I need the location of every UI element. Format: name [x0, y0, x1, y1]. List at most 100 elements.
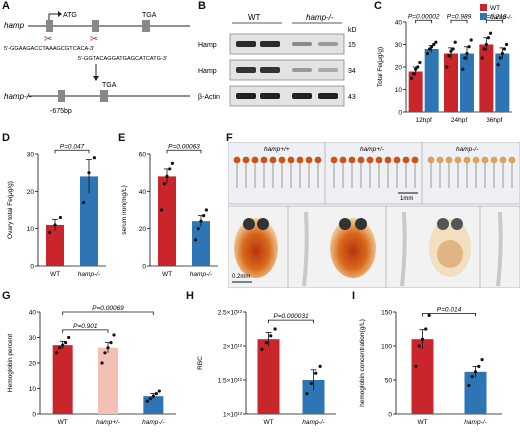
data-point	[48, 230, 52, 234]
data-point	[154, 392, 158, 396]
ko-exon-2	[100, 90, 108, 102]
embryo-1	[234, 218, 278, 278]
data-point	[414, 364, 418, 368]
panel-label-c: C	[374, 0, 382, 12]
larva-head	[436, 156, 444, 164]
larva-head	[287, 156, 295, 164]
data-point	[434, 40, 438, 44]
blot-row-2-label: Hamp	[198, 68, 217, 75]
p-value-label: P=0.000031	[273, 313, 309, 320]
chart-e-serum-iron: 0 20 40 60 serum iron(mg/L) WT hamp-/- P=0.0006…	[121, 143, 218, 278]
data-point	[451, 47, 455, 51]
y-axis-label: Ovary total Fe(μg/g)	[7, 181, 14, 239]
data-point	[486, 36, 491, 40]
p-value-label: P=0.014	[437, 306, 462, 313]
x-tick-label: WT	[162, 271, 172, 278]
blot-row-2-kd: 34	[348, 68, 356, 75]
data-point	[87, 171, 91, 175]
y-axis-label: hemoglobin concentration(g/L)	[359, 319, 366, 407]
y-tick-label: 100	[381, 344, 392, 351]
ko-exon-1	[58, 90, 65, 102]
x-tick-label: hamp-/-	[78, 271, 101, 278]
y-tick-label: 20	[27, 189, 35, 196]
blot-row-1-kd: 15	[348, 42, 356, 49]
y-tick-label: 40	[29, 310, 37, 317]
larva-head	[242, 156, 250, 164]
data-point	[502, 47, 507, 51]
significance-bracket	[62, 311, 154, 315]
chart-h-rbc: 1×10¹² 1.5×10¹² 2×10¹² 2.5×10¹² RBC WT hamp-/-…	[197, 310, 336, 426]
y-axis-label: Total Fe(μg/g)	[377, 47, 384, 87]
data-point	[482, 47, 486, 51]
panel-label-h: H	[186, 290, 194, 302]
p-value-label: P=0.989	[447, 13, 472, 20]
panel-label-e: E	[118, 132, 126, 144]
data-point	[469, 38, 473, 42]
data-point	[424, 327, 428, 331]
bar	[143, 396, 164, 414]
data-point	[64, 341, 68, 345]
y-tick-label: 1×10¹²	[223, 412, 243, 419]
larva-head	[402, 156, 410, 164]
data-point	[55, 351, 59, 355]
data-point	[418, 60, 422, 65]
genotype-header-2: hamp+/-	[360, 146, 385, 153]
panel-label-i: I	[352, 290, 356, 302]
data-point	[477, 364, 481, 368]
scissors-icon: ✂	[44, 34, 52, 45]
data-point	[165, 174, 169, 178]
p-value-label: P=0.901	[73, 323, 98, 330]
data-point	[67, 335, 71, 340]
data-point	[425, 51, 430, 56]
data-point	[160, 208, 164, 212]
y-tick-label: 40	[139, 189, 147, 196]
larva-head	[411, 156, 419, 164]
data-point	[92, 156, 96, 160]
gene-label-ko: hamp-/-	[4, 92, 32, 101]
y-tick-label: 10	[29, 386, 37, 393]
data-point	[463, 56, 467, 60]
significance-bracket	[485, 19, 503, 24]
panel-label-b: B	[198, 0, 206, 12]
bar	[46, 224, 64, 266]
panel-label-g: G	[2, 290, 11, 302]
ko-tga-label: TGA	[102, 82, 117, 89]
p-value-label: P=0.00069	[92, 305, 124, 312]
x-tick-label: hamp+/-	[96, 419, 121, 426]
data-point	[264, 341, 268, 345]
data-point	[157, 389, 161, 393]
y-tick-label: 10	[27, 226, 35, 233]
data-point	[417, 344, 421, 348]
data-point	[427, 47, 432, 51]
legend-label: hamp-/-	[490, 14, 513, 21]
panel-label-f: F	[226, 132, 233, 144]
data-point	[194, 238, 198, 242]
data-point	[488, 31, 493, 35]
bar	[257, 339, 280, 414]
larva-head	[339, 156, 347, 164]
data-point	[53, 223, 57, 227]
larva-head	[260, 156, 268, 164]
panel-b-western-blot: WT hamp-/- kD Hamp 15 Hamp 34 β-Actin 43	[198, 13, 357, 107]
data-point	[196, 227, 200, 231]
y-tick-label: 1.5×10¹²	[218, 378, 243, 385]
y-tick-label: 2×10¹²	[223, 344, 243, 351]
data-point	[100, 361, 104, 365]
embryo-3	[429, 218, 471, 277]
y-tick-label: 0	[388, 412, 392, 419]
larva-head	[314, 156, 322, 164]
data-point	[496, 63, 500, 67]
bar	[444, 53, 458, 112]
larva-head	[463, 156, 471, 164]
p-value-label: P=0.219	[482, 13, 507, 20]
data-point	[416, 65, 420, 69]
gene-label-hamp: hamp	[4, 21, 25, 30]
data-point	[318, 364, 322, 368]
data-point	[145, 399, 149, 403]
data-point	[58, 215, 63, 220]
y-tick-label: 30	[29, 335, 37, 342]
x-tick-label: hamp-/-	[190, 271, 213, 278]
data-point	[170, 161, 174, 165]
blot-col-ko: hamp-/-	[306, 13, 334, 22]
blot-row-3-label: β-Actin	[198, 94, 220, 101]
